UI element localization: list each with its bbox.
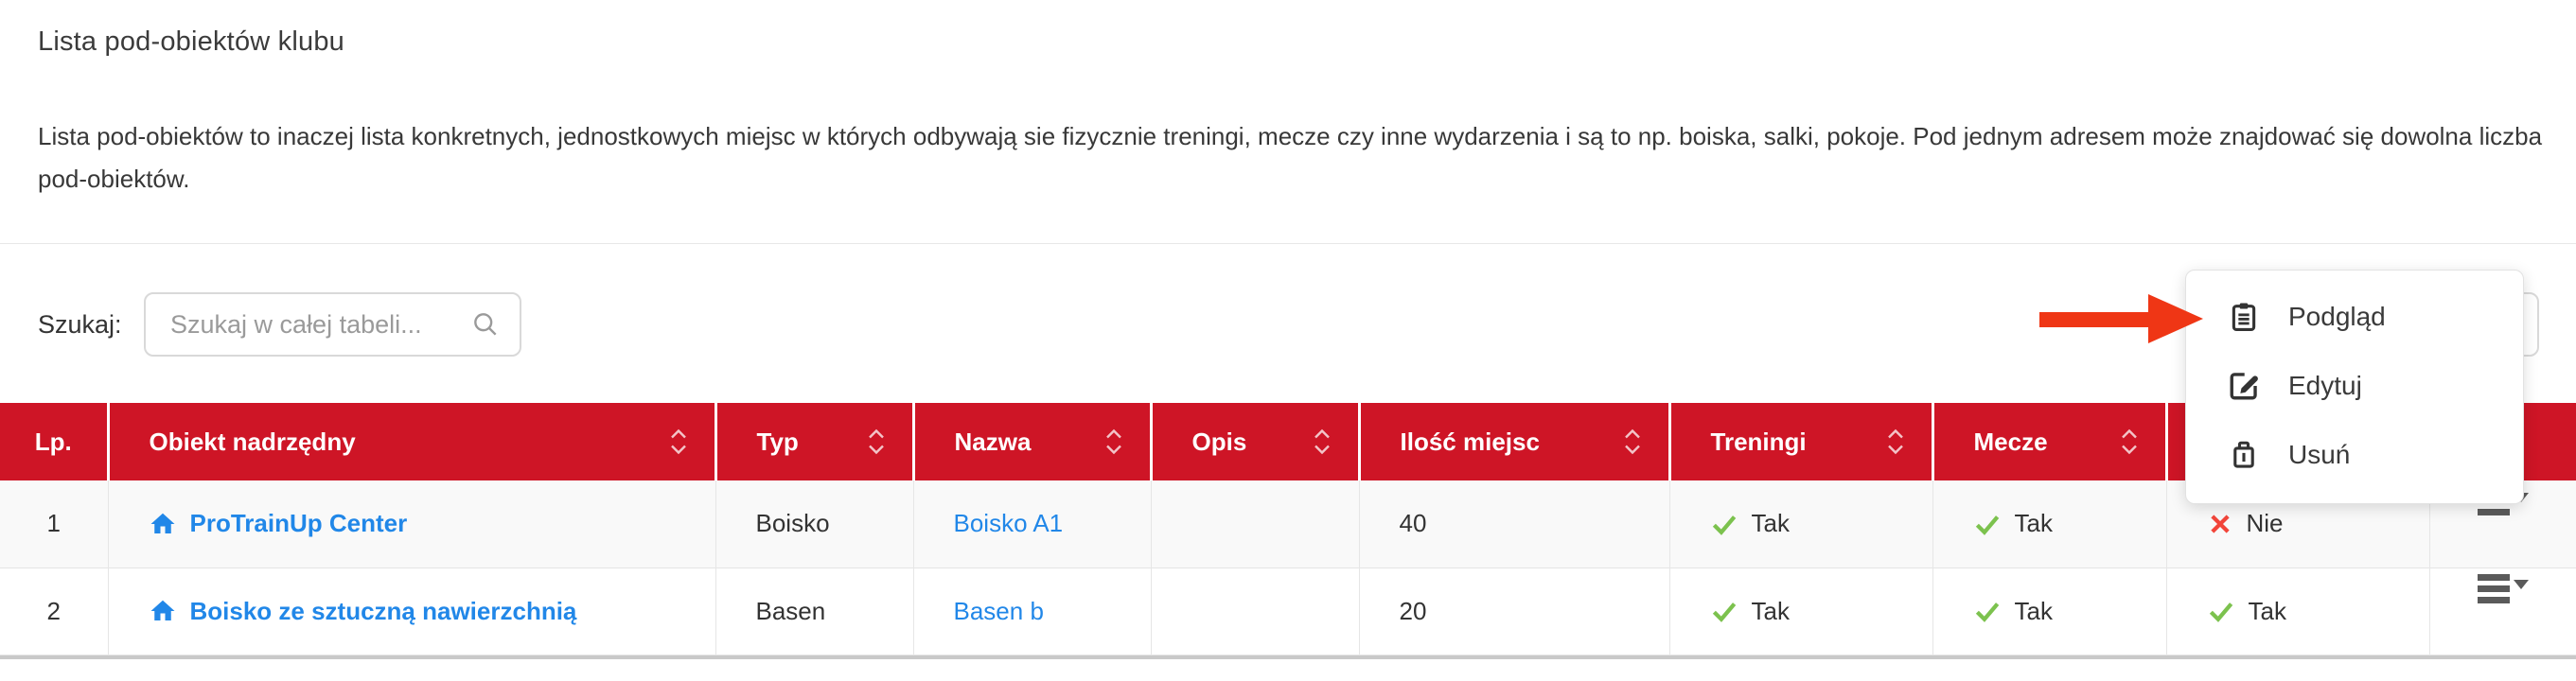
sub-objects-table-wrapper: Lp. Obiekt nadrzędny Typ <box>0 403 2576 659</box>
column-header-mecze[interactable]: Mecze <box>1932 403 2168 480</box>
red-arrow-shaft <box>2039 312 2155 327</box>
page-description: Lista pod-obiektów to inaczej lista konk… <box>38 122 2543 193</box>
table-row: 1 ProTrainUp Center Boisko Boisko A1 <box>0 480 2576 568</box>
check-icon <box>1975 602 1999 622</box>
cell-opis <box>1151 480 1360 568</box>
row-actions-menu: Podgląd Edytuj Usuń <box>2185 270 2524 504</box>
menu-item-edytuj[interactable]: Edytuj <box>2186 351 2523 420</box>
cell-mecze: Tak <box>1932 480 2167 568</box>
sort-icon[interactable] <box>867 428 886 455</box>
trash-icon <box>2233 441 2254 468</box>
check-icon <box>1712 515 1736 535</box>
search-box <box>144 292 521 357</box>
row-actions-button[interactable] <box>2472 568 2534 609</box>
cell-extra: Tak <box>2166 568 2430 655</box>
cell-opis <box>1151 568 1360 655</box>
cell-parent-object: Boisko ze sztuczną nawierzchnią <box>108 568 716 655</box>
cell-ilosc-miejsc: 20 <box>1359 568 1670 655</box>
sort-icon[interactable] <box>669 428 688 455</box>
check-icon <box>1712 602 1736 622</box>
sub-objects-table: Lp. Obiekt nadrzędny Typ <box>0 403 2576 655</box>
cell-actions <box>2430 568 2576 609</box>
menu-item-podglad[interactable]: Podgląd <box>2186 282 2523 351</box>
cell-mecze: Tak <box>1932 568 2167 655</box>
column-header-nazwa[interactable]: Nazwa <box>913 403 1153 480</box>
cell-lp: 2 <box>0 568 109 655</box>
x-icon <box>2210 515 2230 533</box>
search-label: Szukaj: <box>38 310 122 339</box>
cell-typ: Boisko <box>715 480 914 568</box>
sort-icon[interactable] <box>1623 428 1642 455</box>
table-row: 2 Boisko ze sztuczną nawierzchnią Basen … <box>0 568 2576 655</box>
clipboard-icon <box>2232 303 2256 331</box>
sort-icon[interactable] <box>1104 428 1123 455</box>
parent-object-link[interactable]: ProTrainUp Center <box>189 509 408 538</box>
section-divider <box>0 243 2576 244</box>
column-header-obiekt-nadrzedny[interactable]: Obiekt nadrzędny <box>108 403 717 480</box>
cell-lp: 1 <box>0 480 109 568</box>
column-header-typ[interactable]: Typ <box>715 403 915 480</box>
check-icon <box>2209 602 2232 622</box>
page-title: Lista pod-obiektów klubu <box>38 26 344 57</box>
sort-icon[interactable] <box>1313 428 1332 455</box>
sub-object-link[interactable]: Basen b <box>953 596 1044 625</box>
cell-treningi: Tak <box>1669 568 1933 655</box>
column-header-treningi[interactable]: Treningi <box>1669 403 1934 480</box>
cell-treningi: Tak <box>1669 480 1933 568</box>
search-icon <box>474 313 497 336</box>
hamburger-icon <box>2477 573 2510 603</box>
cell-nazwa: Basen b <box>913 568 1152 655</box>
cell-parent-object: ProTrainUp Center <box>108 480 716 568</box>
search-input[interactable] <box>146 294 520 355</box>
sub-object-link[interactable]: Boisko A1 <box>953 509 1064 538</box>
edit-icon <box>2230 372 2258 399</box>
cell-nazwa: Boisko A1 <box>913 480 1152 568</box>
caret-down-icon <box>2513 580 2529 589</box>
sort-icon[interactable] <box>2120 428 2139 455</box>
red-arrow-head <box>2148 294 2203 343</box>
cell-typ: Basen <box>715 568 914 655</box>
parent-object-link[interactable]: Boisko ze sztuczną nawierzchnią <box>189 596 577 625</box>
sort-icon[interactable] <box>1886 428 1905 455</box>
column-header-opis[interactable]: Opis <box>1151 403 1361 480</box>
home-icon <box>150 600 174 620</box>
check-icon <box>1975 515 1999 535</box>
home-icon <box>150 513 174 533</box>
menu-item-usun[interactable]: Usuń <box>2186 420 2523 489</box>
column-header-ilosc-miejsc[interactable]: Ilość miejsc <box>1359 403 1671 480</box>
cell-ilosc-miejsc: 40 <box>1359 480 1670 568</box>
column-header-lp: Lp. <box>0 403 110 480</box>
